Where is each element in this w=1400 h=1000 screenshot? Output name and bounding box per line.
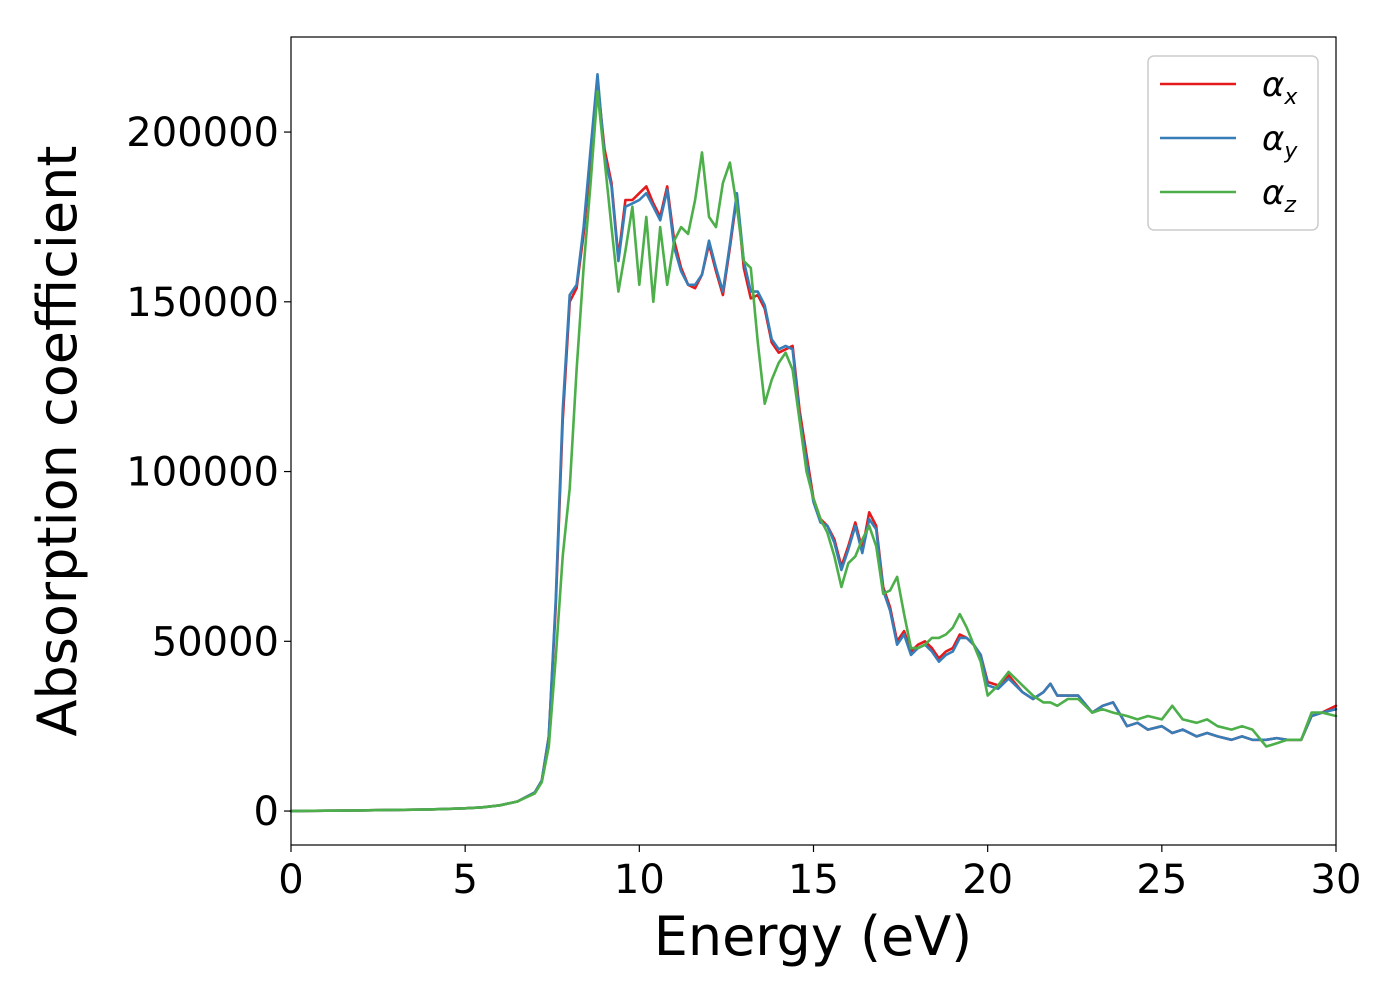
- x-tick-label: 20: [962, 857, 1013, 903]
- legend-label-z: αz: [1262, 173, 1296, 218]
- legend-label-x: αx: [1262, 65, 1298, 110]
- x-tick-label: 15: [788, 857, 839, 903]
- y-tick-label: 150000: [126, 280, 279, 326]
- y-tick-label: 50000: [152, 619, 279, 665]
- y-axis-ticks: 0 50000 100000 150000 200000: [126, 110, 291, 835]
- legend-subscript: z: [1283, 193, 1296, 218]
- y-tick-label: 100000: [126, 450, 279, 496]
- x-axis-label: Energy (eV): [654, 905, 973, 968]
- series-line-z: [289, 90, 1338, 813]
- x-tick-label: 0: [278, 857, 303, 903]
- y-axis-label: Absorption coefficient: [26, 146, 89, 737]
- x-tick-label: 30: [1311, 857, 1362, 903]
- x-tick-label: 10: [614, 857, 665, 903]
- legend-subscript: x: [1283, 85, 1298, 110]
- legend-box: [1147, 55, 1319, 231]
- x-axis-ticks: 0 5 10 15 20 25 30: [278, 845, 1361, 903]
- legend-symbol: α: [1262, 65, 1284, 105]
- y-tick-label: 200000: [126, 110, 279, 156]
- legend-symbol: α: [1262, 119, 1284, 159]
- series-layer: [289, 73, 1338, 813]
- y-tick-label: 0: [254, 789, 279, 835]
- series-line-y: [289, 73, 1338, 813]
- legend-subscript: y: [1283, 139, 1298, 164]
- x-tick-label: 5: [452, 857, 477, 903]
- legend-label-y: αy: [1262, 119, 1298, 164]
- x-tick-label: 25: [1136, 857, 1187, 903]
- legend-symbol: α: [1262, 173, 1284, 213]
